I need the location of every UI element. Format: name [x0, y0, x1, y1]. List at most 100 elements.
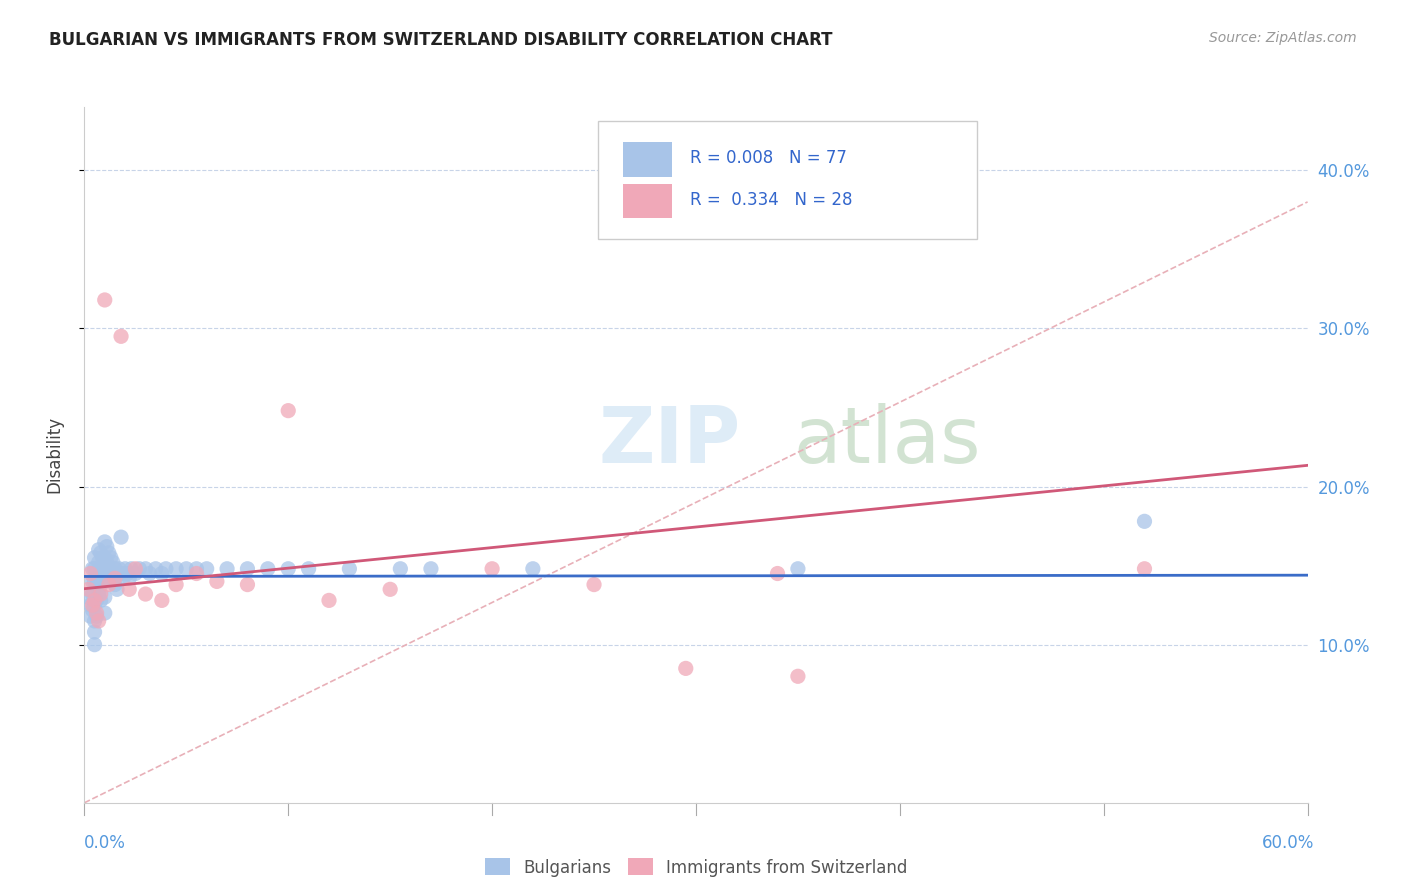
Point — [79, 609, 101, 624]
Point — [236, 577, 259, 591]
Point — [90, 593, 112, 607]
Point — [1133, 514, 1156, 528]
Text: 0.0%: 0.0% — [84, 834, 127, 852]
Point — [236, 562, 259, 576]
Text: 60.0%: 60.0% — [1263, 834, 1315, 852]
Point — [1133, 562, 1156, 576]
Point — [115, 566, 138, 581]
Point — [83, 574, 105, 589]
Point — [298, 562, 321, 576]
Point — [118, 582, 141, 597]
Point — [87, 571, 110, 585]
Point — [277, 403, 299, 417]
Point — [83, 587, 105, 601]
Y-axis label: Disability: Disability — [45, 417, 63, 493]
Point — [257, 562, 280, 576]
Point — [87, 587, 110, 601]
Point — [380, 582, 402, 597]
Point — [83, 562, 105, 576]
Point — [145, 562, 167, 576]
Point — [112, 571, 135, 585]
Point — [766, 566, 789, 581]
Point — [205, 574, 228, 589]
Point — [339, 562, 361, 576]
Point — [86, 606, 108, 620]
Point — [105, 566, 128, 581]
Point — [101, 571, 124, 585]
Point — [93, 293, 117, 307]
Point — [83, 638, 105, 652]
Point — [124, 566, 146, 581]
Point — [186, 562, 208, 576]
Point — [93, 550, 117, 565]
Point — [108, 562, 131, 576]
Point — [86, 577, 108, 591]
Point — [110, 530, 132, 544]
Point — [87, 556, 110, 570]
Point — [277, 562, 299, 576]
Point — [150, 566, 173, 581]
Point — [420, 562, 443, 576]
Point — [124, 562, 146, 576]
Point — [83, 598, 105, 612]
Point — [114, 562, 136, 576]
Point — [86, 566, 108, 581]
Point — [787, 562, 810, 576]
Point — [82, 562, 104, 576]
Point — [79, 566, 101, 581]
Point — [155, 562, 177, 576]
Text: R = 0.008   N = 77: R = 0.008 N = 77 — [690, 149, 846, 167]
Point — [787, 669, 810, 683]
Point — [195, 562, 218, 576]
Point — [87, 542, 110, 557]
Point — [217, 562, 239, 576]
Point — [83, 614, 105, 628]
Point — [93, 574, 117, 589]
Point — [481, 562, 503, 576]
Point — [110, 566, 132, 581]
Point — [120, 562, 142, 576]
Point — [675, 661, 697, 675]
Point — [165, 562, 187, 576]
Point — [93, 562, 117, 576]
Bar — [623, 184, 672, 219]
Point — [82, 603, 104, 617]
Text: BULGARIAN VS IMMIGRANTS FROM SWITZERLAND DISABILITY CORRELATION CHART: BULGARIAN VS IMMIGRANTS FROM SWITZERLAND… — [49, 31, 832, 49]
Point — [318, 593, 340, 607]
Point — [91, 566, 114, 581]
Point — [105, 582, 128, 597]
Point — [583, 577, 606, 591]
Point — [128, 562, 150, 576]
Text: atlas: atlas — [794, 403, 981, 479]
Point — [150, 593, 173, 607]
Point — [389, 562, 412, 576]
Point — [101, 556, 124, 570]
Point — [165, 577, 187, 591]
Point — [104, 571, 127, 585]
Point — [522, 562, 544, 576]
Legend: Bulgarians, Immigrants from Switzerland: Bulgarians, Immigrants from Switzerland — [477, 850, 915, 885]
FancyBboxPatch shape — [598, 121, 977, 239]
Point — [104, 562, 127, 576]
Point — [79, 598, 101, 612]
Point — [97, 577, 120, 591]
Point — [91, 550, 114, 565]
Point — [86, 609, 108, 624]
Point — [104, 577, 127, 591]
Point — [135, 587, 157, 601]
Point — [87, 614, 110, 628]
Point — [93, 606, 117, 620]
Point — [90, 577, 112, 591]
Point — [186, 566, 208, 581]
Text: Source: ZipAtlas.com: Source: ZipAtlas.com — [1209, 31, 1357, 45]
Point — [96, 556, 118, 570]
Point — [82, 598, 104, 612]
Point — [86, 593, 108, 607]
Point — [83, 625, 105, 640]
Point — [77, 582, 100, 597]
Point — [82, 587, 104, 601]
Point — [90, 546, 112, 560]
Point — [83, 550, 105, 565]
Point — [138, 566, 160, 581]
Point — [97, 546, 120, 560]
